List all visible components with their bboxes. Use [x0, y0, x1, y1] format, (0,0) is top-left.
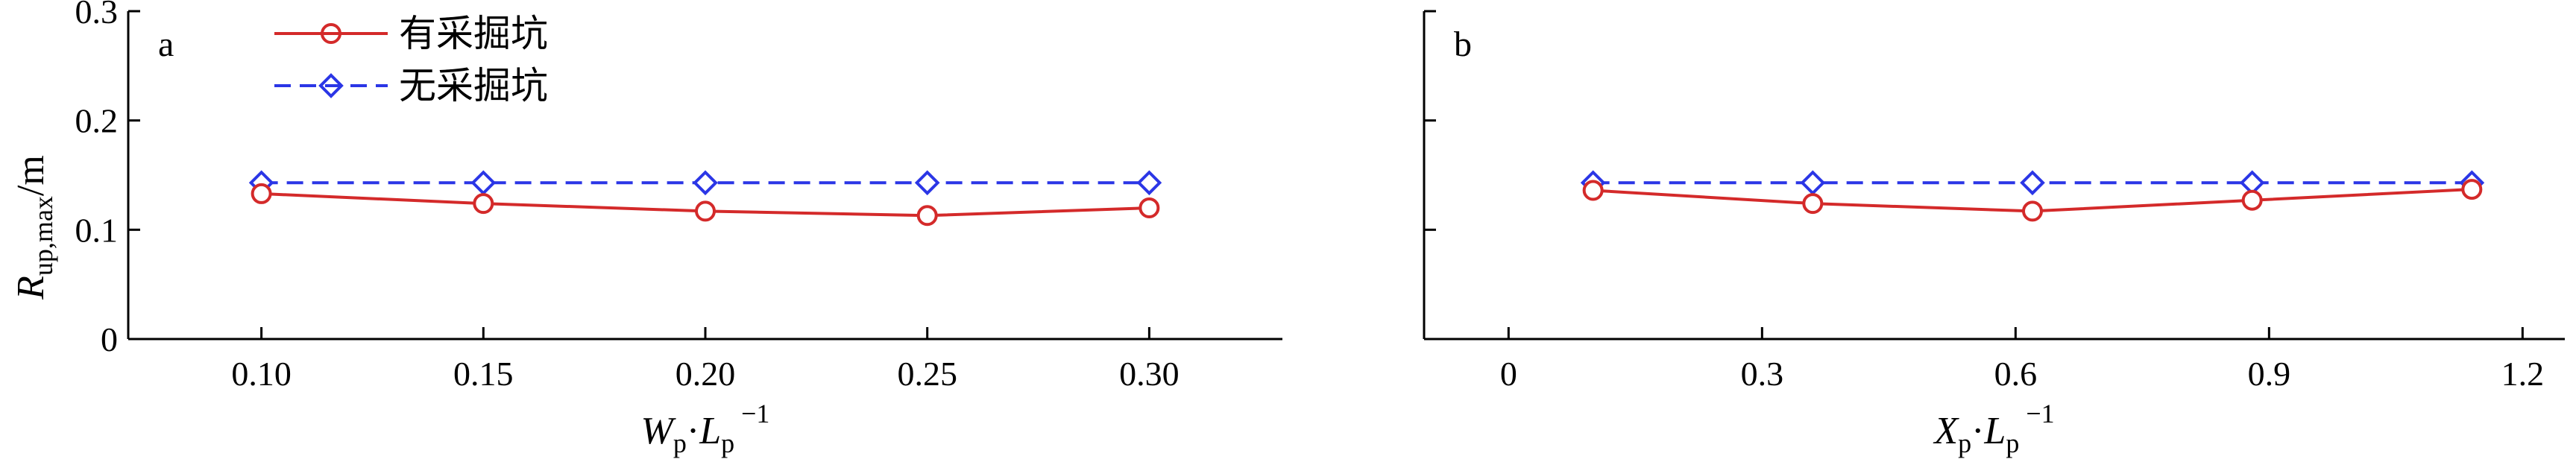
x-tick-label: 0.15	[453, 355, 514, 393]
x-axis-title-part: L	[1983, 410, 2006, 452]
x-axis-title-part: p	[1958, 428, 1971, 458]
x-tick-label: 0.20	[676, 355, 736, 393]
data-point-without-pit	[1136, 170, 1162, 196]
y-tick-label: 0.1	[75, 211, 119, 249]
x-tick-label: 0.25	[897, 355, 957, 393]
x-axis-title: Xp·Lp −1	[1933, 399, 2054, 458]
x-tick-label: 0.9	[2248, 355, 2291, 393]
x-tick-label: 0.3	[1741, 355, 1784, 393]
y-tick-label: 0.2	[75, 102, 119, 140]
data-point-with-pit	[695, 200, 716, 222]
legend-label-without-pit: 无采掘坑	[399, 64, 548, 107]
x-tick-label: 0.6	[1994, 355, 2038, 393]
data-point-with-pit	[2461, 179, 2483, 200]
panel-label: a	[158, 25, 174, 64]
legend-diamond-marker	[318, 73, 344, 98]
x-axis-title: Wp·Lp −1	[641, 399, 770, 458]
data-point-with-pit	[2022, 200, 2043, 222]
data-point-without-pit	[2020, 170, 2045, 196]
x-axis-title-part: W	[641, 410, 677, 452]
x-tick-label: 0.10	[231, 355, 292, 393]
data-point-with-pit	[2241, 189, 2263, 211]
x-axis-title-part: p	[673, 428, 687, 458]
x-axis-title-part: p	[2006, 428, 2019, 458]
data-point-without-pit	[693, 170, 718, 196]
x-axis-title-part: L	[699, 410, 721, 452]
data-point-with-pit	[473, 193, 494, 215]
y-axis-title: Rup,max/m	[10, 155, 58, 300]
data-point-without-pit	[914, 170, 940, 196]
x-axis-title-part: p	[721, 428, 734, 458]
y-axis-title-main: R	[10, 276, 52, 300]
x-axis-title-part: ·	[687, 410, 699, 452]
x-axis-title-part: X	[1933, 410, 1959, 452]
data-point-without-pit	[470, 170, 497, 196]
x-axis-title-part: −1	[734, 399, 769, 428]
y-tick-label: 0.3	[75, 0, 119, 31]
x-axis-title-part: −1	[2019, 399, 2054, 428]
data-point-without-pit	[1800, 170, 1826, 196]
panel-label: b	[1454, 25, 1472, 64]
legend-label-with-pit: 有采掘坑	[399, 12, 548, 55]
x-tick-label: 0.30	[1119, 355, 1180, 393]
legend-circle-marker	[321, 23, 341, 44]
legend: 有采掘坑 无采掘坑	[274, 12, 548, 107]
data-point-with-pit	[1139, 197, 1160, 218]
data-point-with-pit	[1802, 193, 1824, 215]
x-tick-label: 1.2	[2501, 355, 2545, 393]
y-tick-label: 0	[101, 320, 118, 358]
x-tick-label: 0	[1500, 355, 1517, 393]
y-axis-title-unit: /m	[10, 155, 52, 196]
data-point-with-pit	[251, 183, 272, 204]
x-axis-title-part: ·	[1971, 410, 1984, 452]
data-point-with-pit	[916, 205, 938, 227]
data-point-with-pit	[1582, 180, 1604, 201]
y-axis-title-sub: up,max	[28, 196, 58, 276]
